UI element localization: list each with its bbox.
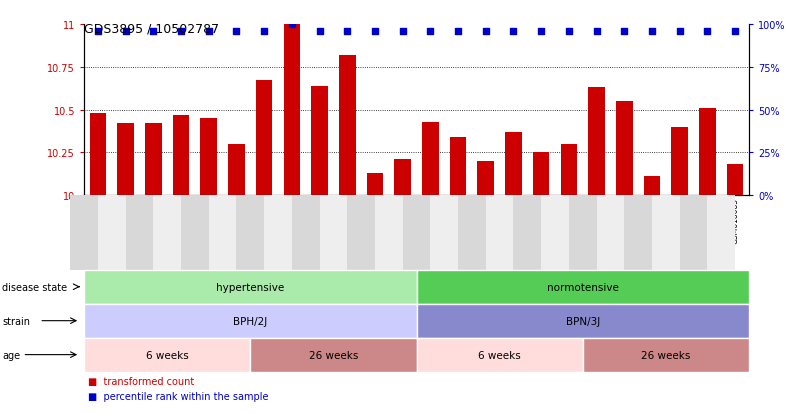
Point [590, 28, 603, 35]
Bar [477, 161, 494, 196]
Bar [256, 81, 272, 196]
Bar [561, 145, 578, 196]
Point [91, 28, 104, 35]
Bar [699, 109, 716, 196]
Point [230, 28, 243, 35]
Point [147, 28, 159, 35]
Bar [117, 124, 134, 196]
Text: 26 weeks: 26 weeks [641, 350, 690, 360]
Bar [450, 138, 466, 196]
Point [535, 28, 548, 35]
Text: 6 weeks: 6 weeks [478, 350, 521, 360]
Text: ■  percentile rank within the sample: ■ percentile rank within the sample [88, 391, 268, 401]
Text: GDS3895 / 10502787: GDS3895 / 10502787 [84, 23, 219, 36]
Bar [145, 124, 162, 196]
Bar [422, 122, 439, 196]
Text: disease state: disease state [2, 282, 67, 292]
Bar [616, 102, 633, 196]
Point [646, 28, 658, 35]
Point [119, 28, 132, 35]
Point [729, 28, 742, 35]
Point [203, 28, 215, 35]
Point [258, 28, 271, 35]
Point [341, 28, 354, 35]
Point [507, 28, 520, 35]
Text: ■  transformed count: ■ transformed count [88, 376, 195, 386]
Bar [533, 153, 549, 196]
Point [562, 28, 575, 35]
Point [285, 21, 298, 28]
Text: normotensive: normotensive [547, 282, 618, 292]
Text: BPN/3J: BPN/3J [566, 316, 600, 326]
Point [368, 28, 381, 35]
Bar [671, 127, 688, 196]
Bar [312, 86, 328, 196]
Bar [200, 119, 217, 196]
Point [396, 28, 409, 35]
Bar [505, 133, 521, 196]
Text: strain: strain [2, 316, 30, 326]
Bar [284, 25, 300, 196]
Point [175, 28, 187, 35]
Bar [90, 114, 107, 196]
Bar [367, 173, 384, 196]
Bar [588, 88, 605, 196]
Text: BPH/2J: BPH/2J [233, 316, 268, 326]
Bar [228, 145, 245, 196]
Bar [173, 115, 189, 196]
Text: 26 weeks: 26 weeks [308, 350, 358, 360]
Text: 6 weeks: 6 weeks [146, 350, 188, 360]
Bar [339, 56, 356, 196]
Point [674, 28, 686, 35]
Text: hypertensive: hypertensive [216, 282, 284, 292]
Point [313, 28, 326, 35]
Point [618, 28, 630, 35]
Point [701, 28, 714, 35]
Point [479, 28, 492, 35]
Bar [727, 165, 743, 196]
Bar [394, 160, 411, 196]
Point [452, 28, 465, 35]
Bar [644, 177, 660, 196]
Text: age: age [2, 350, 21, 360]
Point [424, 28, 437, 35]
